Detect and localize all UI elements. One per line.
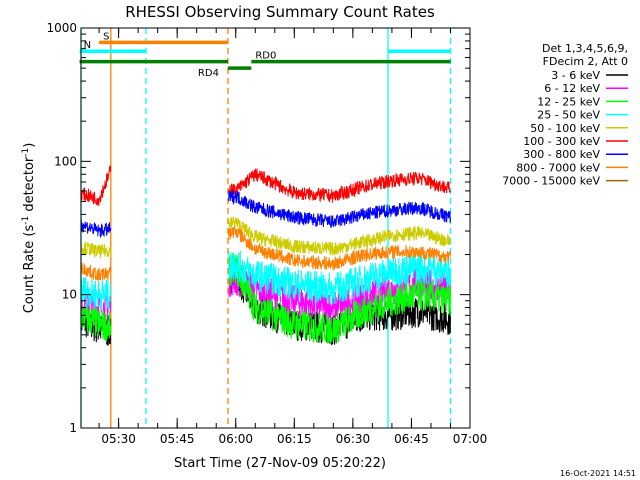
x-axis-label: Start Time (27-Nov-09 05:20:22) xyxy=(174,456,386,471)
y-tick-label-0: 1 xyxy=(69,421,77,435)
footer-date: 16-Oct-2021 14:51 xyxy=(560,469,636,478)
legend-label-1: 6 - 12 keV xyxy=(544,82,600,95)
series-line-2-seg-0 xyxy=(81,304,112,343)
x-tick-label-3: 06:15 xyxy=(277,432,312,446)
legend-label-0: 3 - 6 keV xyxy=(551,69,600,82)
data-series xyxy=(81,165,451,346)
legend-label-3: 25 - 50 keV xyxy=(537,109,600,122)
y-tick-label-2: 100 xyxy=(54,154,77,168)
x-tick-label-4: 06:30 xyxy=(336,432,371,446)
legend-label-4: 50 - 100 keV xyxy=(530,122,600,135)
series-line-7-seg-0 xyxy=(81,262,112,281)
y-axis-label-close: ) xyxy=(22,143,37,148)
series-line-2-seg-1 xyxy=(228,251,451,345)
legend-label-6: 300 - 800 keV xyxy=(523,148,600,161)
state-bar-label-0: S xyxy=(103,31,109,42)
legend-label-5: 100 - 300 keV xyxy=(523,135,600,148)
x-tick-label-6: 07:00 xyxy=(453,432,488,446)
series-line-6-seg-0 xyxy=(81,219,112,238)
y-tick-label-1: 10 xyxy=(62,288,77,302)
state-bar-label-3: RD0 xyxy=(255,51,276,62)
series-line-4-seg-0 xyxy=(81,241,112,259)
plot-frame xyxy=(80,27,471,429)
y-axis-label-tail: detector xyxy=(22,156,37,216)
legend-label-2: 12 - 25 keV xyxy=(537,95,600,108)
state-bar-label-1: N xyxy=(84,40,91,51)
series-line-6-seg-1 xyxy=(228,190,451,228)
y-axis-label: Count Rate (s-1 detector-1) xyxy=(21,143,37,314)
y-axis-label-sup: -1 xyxy=(21,216,31,225)
state-bar-label-5: RD4 xyxy=(198,68,219,79)
legend-label-8: 7000 - 15000 keV xyxy=(502,175,600,188)
legend: Det 1,3,4,5,6,9, FDecim 2, Att 0 3 - 6 k… xyxy=(502,42,628,188)
series-line-5-seg-0 xyxy=(81,165,112,207)
legend-label-7: 800 - 7000 keV xyxy=(516,161,600,174)
series-line-3-seg-0 xyxy=(81,276,112,311)
y-axis-label-sup-2: -1 xyxy=(21,148,31,157)
series-line-5-seg-1 xyxy=(228,168,451,203)
state-bars: S N RD0 RD4 xyxy=(79,31,451,79)
series-line-4-seg-1 xyxy=(228,216,451,256)
y-axis-label-main: Count Rate (s xyxy=(22,225,37,314)
y-tick-label-3: 1000 xyxy=(46,21,77,35)
legend-header-line-2: FDecim 2, Att 0 xyxy=(543,55,628,68)
series-line-7-seg-1 xyxy=(228,225,451,271)
x-tick-label-2: 06:00 xyxy=(218,432,253,446)
axis-ticks: 05:30 05:45 06:00 06:15 06:30 06:45 07:00 1 10 10… xyxy=(46,21,487,446)
series-line-3-seg-1 xyxy=(228,250,451,305)
x-tick-label-1: 05:45 xyxy=(160,432,195,446)
chart-title: RHESSI Observing Summary Count Rates xyxy=(125,3,435,21)
x-tick-label-0: 05:30 xyxy=(101,432,136,446)
legend-header-line-1: Det 1,3,4,5,6,9, xyxy=(542,42,628,55)
x-tick-label-5: 06:45 xyxy=(394,432,429,446)
